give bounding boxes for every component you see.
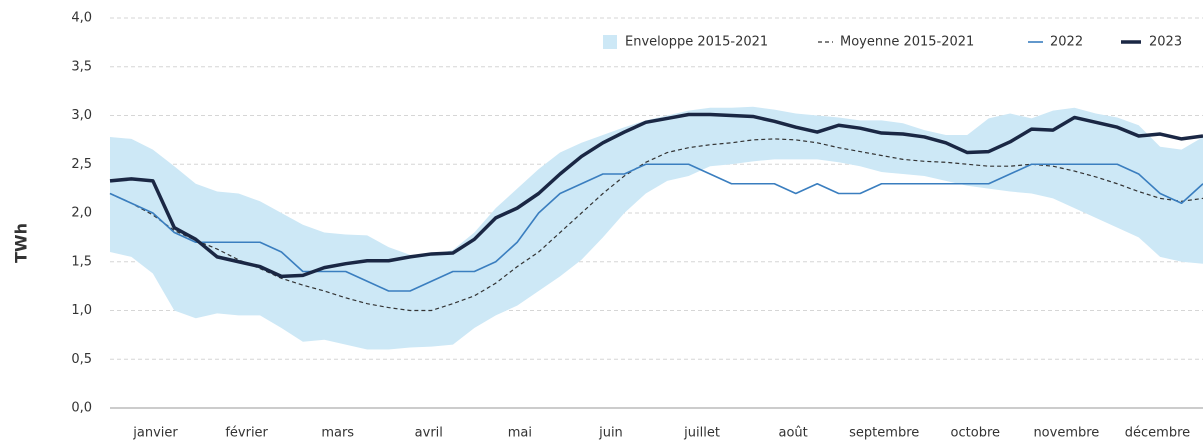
y-tick-label: 1,0 <box>71 303 92 318</box>
x-tick-label: novembre <box>1033 426 1099 441</box>
y-tick-label: 4,0 <box>71 11 92 26</box>
x-tick-label: février <box>225 426 268 441</box>
y-tick-label: 3,0 <box>71 108 92 123</box>
x-tick-label: décembre <box>1125 426 1190 441</box>
x-tick-label: juillet <box>683 426 720 441</box>
x-tick-label: mars <box>321 426 354 441</box>
legend-swatch <box>603 35 617 49</box>
legend-label: 2023 <box>1149 35 1182 50</box>
series-line <box>109 138 1203 312</box>
y-tick-label: 3,5 <box>71 59 92 74</box>
y-tick-label: 2,5 <box>71 157 92 172</box>
x-tick-label: août <box>778 426 807 441</box>
y-tick-label: 0,5 <box>71 352 92 367</box>
x-tick-label: janvier <box>132 426 178 441</box>
legend-label: Moyenne 2015-2021 <box>840 35 974 50</box>
series-line <box>109 163 1203 292</box>
y-tick-label: 1,5 <box>71 254 92 269</box>
legend-label: Enveloppe 2015-2021 <box>625 35 768 50</box>
x-tick-label: octobre <box>951 426 1000 441</box>
legend-label: 2022 <box>1050 35 1083 50</box>
x-tick-label: juin <box>598 426 623 441</box>
y-tick-label: 0,0 <box>71 401 92 416</box>
y-tick-label: 2,0 <box>71 206 92 221</box>
x-tick-label: septembre <box>849 426 919 441</box>
y-axis-label: TWh <box>12 223 31 263</box>
x-tick-label: mai <box>508 426 532 441</box>
series-line <box>109 112 1203 279</box>
envelope-area <box>110 106 1203 350</box>
x-tick-label: avril <box>415 426 443 441</box>
